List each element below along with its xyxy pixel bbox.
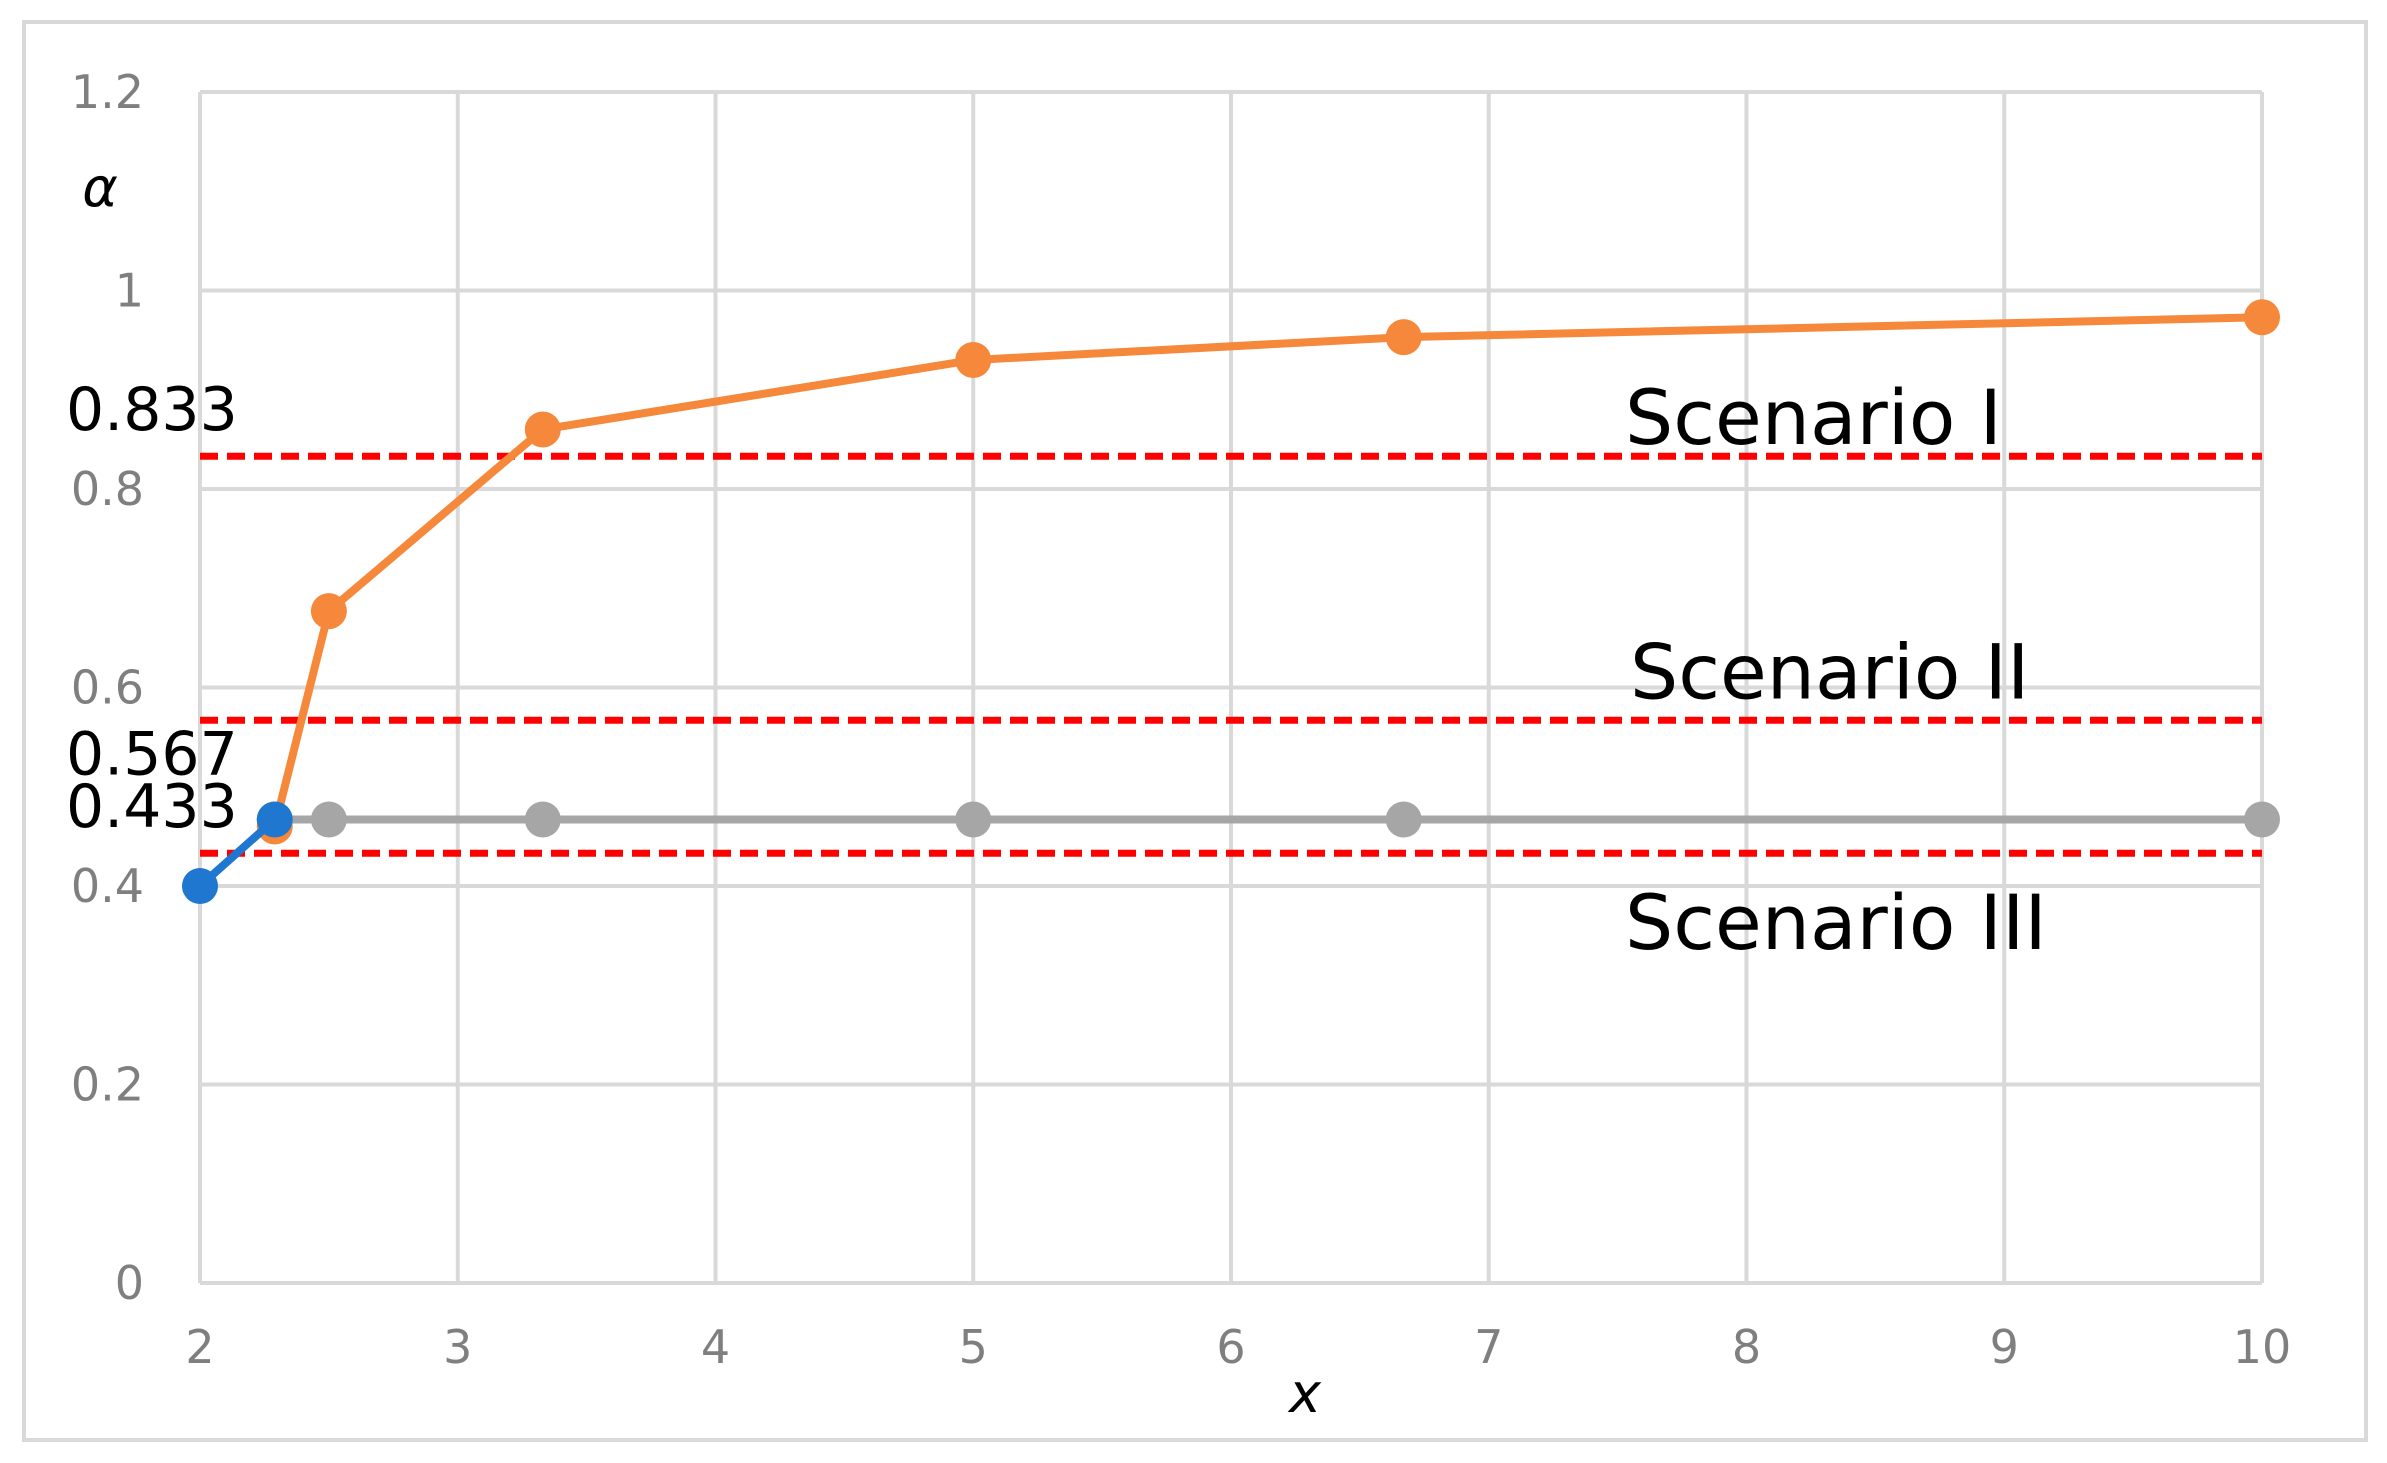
x-tick-label: 4 — [701, 1320, 730, 1374]
data-point — [256, 801, 293, 838]
series-line — [270, 313, 2266, 831]
reference-lines-layer — [200, 452, 2262, 857]
y-tick-label: 0.2 — [71, 1058, 144, 1112]
grid-layer — [200, 90, 2264, 1283]
series-layer — [182, 299, 2280, 904]
x-tick-label: 5 — [959, 1320, 988, 1374]
data-point — [2244, 299, 2280, 336]
y-axis-title: α — [82, 156, 118, 219]
data-point — [182, 868, 218, 904]
x-axis-title: x — [1287, 1362, 1322, 1425]
data-point — [1385, 801, 1422, 838]
data-point — [955, 341, 992, 378]
chart-border — [22, 20, 2368, 1442]
x-tick-label: 3 — [443, 1320, 472, 1374]
data-point — [2244, 801, 2280, 838]
data-point — [524, 411, 561, 448]
axis-layer — [198, 92, 2262, 1285]
data-point — [524, 801, 561, 838]
y-tick-label: 0.8 — [71, 462, 144, 516]
data-point — [955, 801, 992, 838]
data-point — [1385, 319, 1422, 356]
data-point — [310, 801, 347, 838]
reference-scenario-label: Scenario III — [1625, 878, 2047, 967]
y-tick-label: 0 — [115, 1256, 144, 1310]
y-tick-label: 0.6 — [71, 661, 144, 715]
label-layer: 0 0.2 0.4 0.6 0.8 1 1.2 2 3 4 5 6 7 8 9 10 x α 0.833 Scenar… — [66, 65, 2291, 1425]
x-tick-label: 8 — [1732, 1320, 1761, 1374]
reference-scenario-label: Scenario I — [1625, 373, 2002, 462]
x-tick-label: 10 — [2233, 1320, 2292, 1374]
y-tick-label: 1 — [115, 264, 144, 318]
y-tick-label: 0.4 — [71, 859, 144, 913]
x-tick-label: 2 — [185, 1320, 214, 1374]
reference-value-label: 0.833 — [66, 375, 238, 445]
x-tick-label: 7 — [1474, 1320, 1503, 1374]
reference-value-label: 0.433 — [66, 772, 238, 842]
reference-scenario-label: Scenario II — [1630, 627, 2029, 716]
reference-value-label: 0.567 — [66, 719, 238, 789]
y-tick-label: 1.2 — [71, 65, 144, 119]
x-tick-label: 9 — [1990, 1320, 2019, 1374]
data-point — [310, 593, 347, 630]
x-tick-label: 6 — [1216, 1320, 1245, 1374]
